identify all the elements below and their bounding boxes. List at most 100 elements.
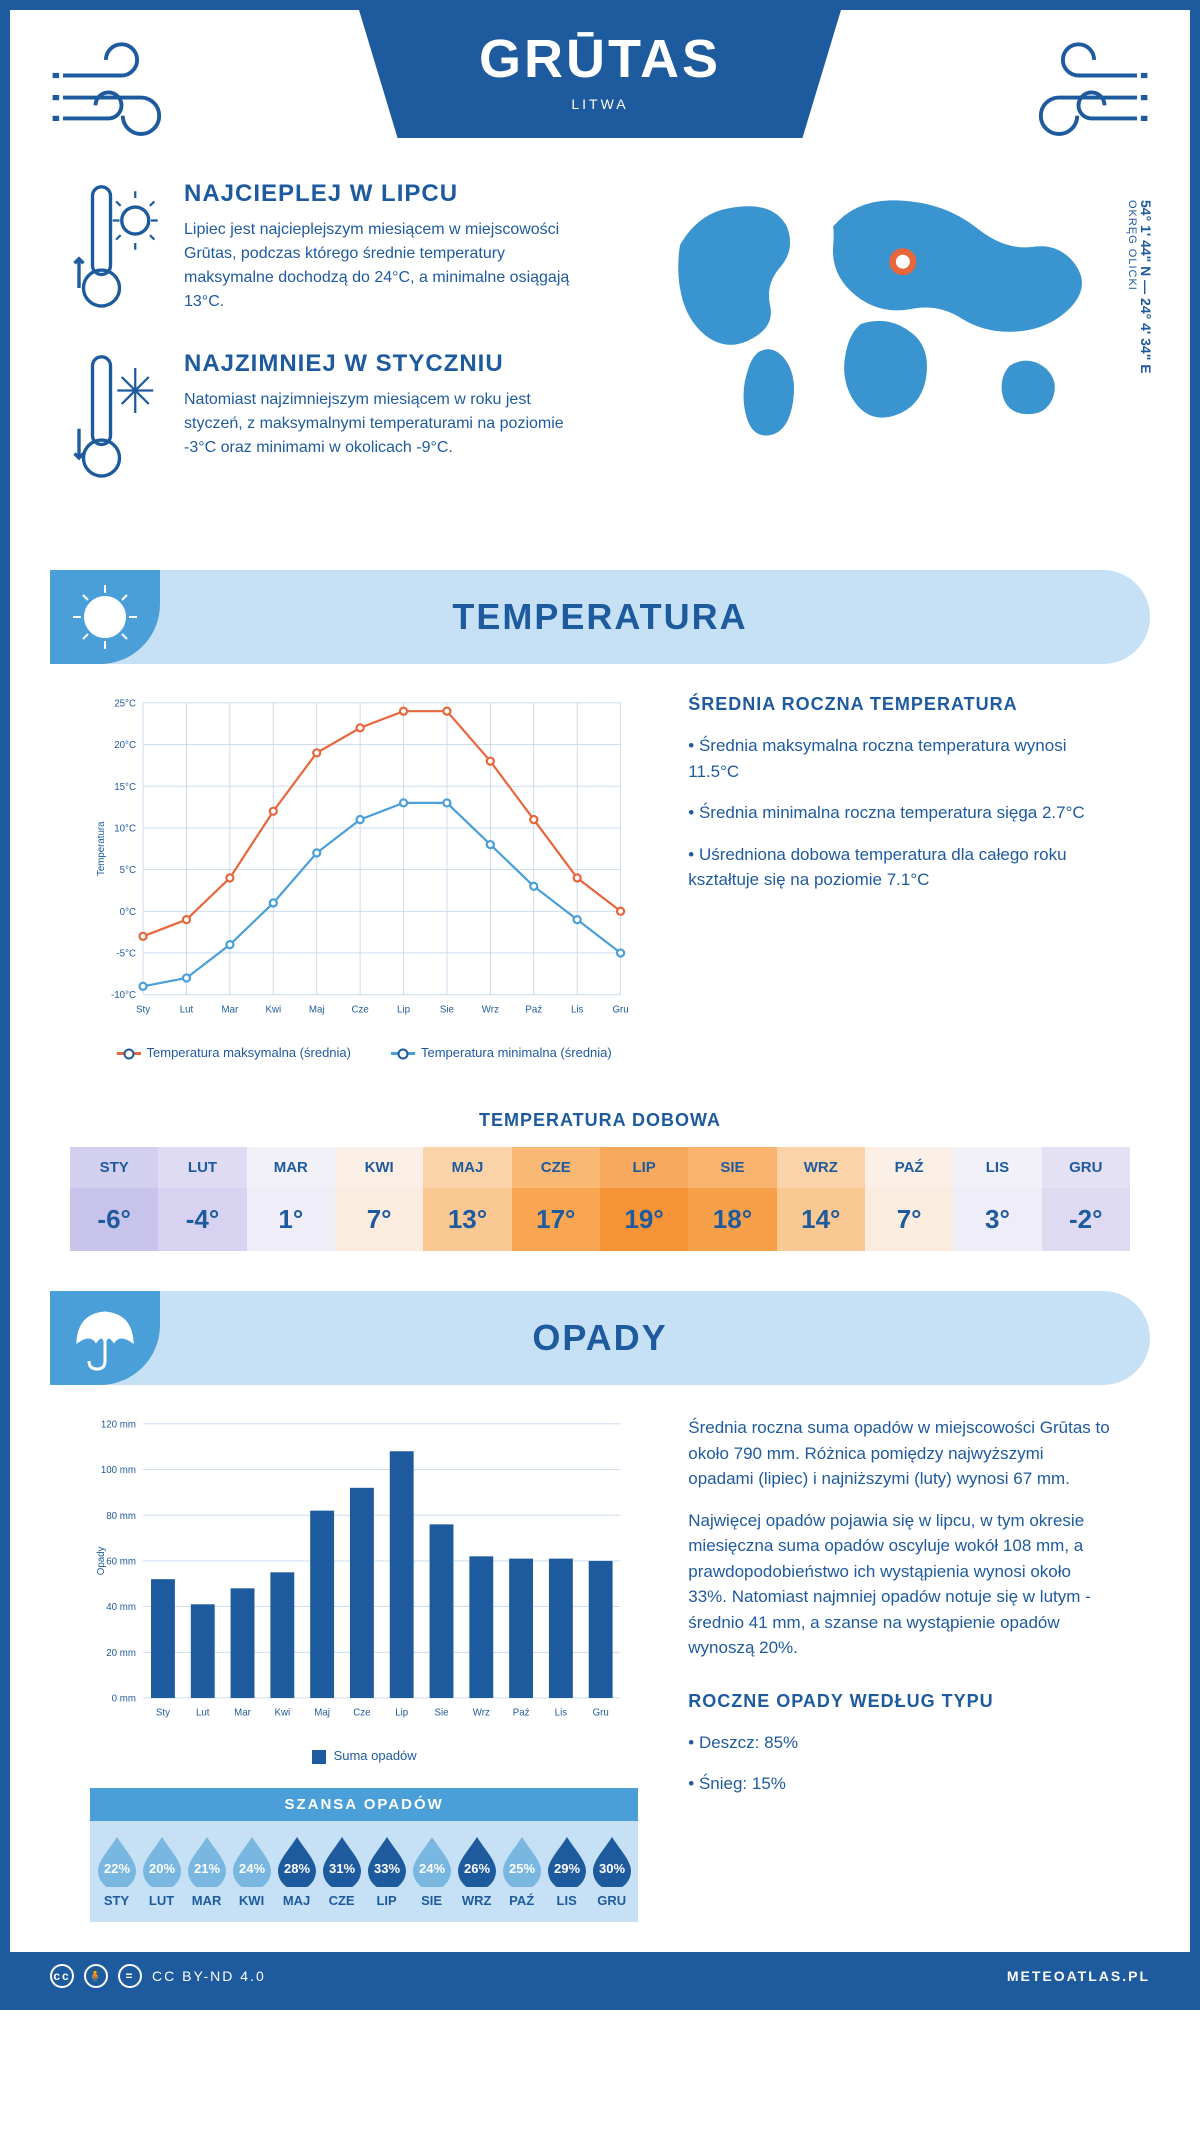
precip-chance-cell: 33%LIP (364, 1835, 409, 1908)
svg-text:0 mm: 0 mm (112, 1694, 136, 1705)
precip-chance-cell: 24%KWI (229, 1835, 274, 1908)
bar-legend: Suma opadów (90, 1748, 638, 1764)
world-map-block: OKRĘG OLICKI 54° 1' 44" N — 24° 4' 34" E (620, 180, 1130, 520)
svg-text:20%: 20% (149, 1861, 175, 1876)
daily-temp-cell: WRZ14° (777, 1147, 865, 1251)
svg-text:Gru: Gru (593, 1708, 609, 1719)
svg-text:22%: 22% (103, 1861, 129, 1876)
svg-text:Maj: Maj (309, 1004, 325, 1015)
svg-text:-10°C: -10°C (111, 990, 136, 1001)
svg-text:24%: 24% (419, 1861, 445, 1876)
location-subtitle: LITWA (479, 96, 721, 112)
precip-body: 0 mm20 mm40 mm60 mm80 mm100 mm120 mmOpad… (10, 1415, 1190, 1952)
svg-text:Wrz: Wrz (473, 1708, 490, 1719)
svg-text:26%: 26% (464, 1861, 490, 1876)
by-icon: 🧍 (84, 1964, 108, 1988)
daily-temp-cell: CZE17° (512, 1147, 600, 1251)
svg-text:Kwi: Kwi (265, 1004, 281, 1015)
footer: cc 🧍 = CC BY-ND 4.0 METEOATLAS.PL (10, 1952, 1190, 2000)
svg-text:100 mm: 100 mm (101, 1465, 136, 1476)
svg-text:Sty: Sty (136, 1004, 150, 1015)
svg-text:Lip: Lip (397, 1004, 410, 1015)
svg-text:20 mm: 20 mm (106, 1648, 136, 1659)
location-title: GRŪTAS (479, 28, 721, 90)
svg-text:Mar: Mar (222, 1004, 240, 1015)
fact-title: NAJZIMNIEJ W STYCZNIU (184, 350, 580, 378)
svg-text:Lis: Lis (555, 1708, 568, 1719)
fact-hottest: NAJCIEPLEJ W LIPCU Lipiec jest najcieple… (70, 180, 580, 320)
svg-text:Paź: Paź (513, 1708, 530, 1719)
daily-temp-cell: LIS3° (953, 1147, 1041, 1251)
daily-temp-cell: PAŹ7° (865, 1147, 953, 1251)
svg-text:Temperatura: Temperatura (96, 821, 107, 876)
world-map-icon (620, 180, 1130, 440)
annual-temp-text: ŚREDNIA ROCZNA TEMPERATURA • Średnia mak… (688, 694, 1110, 1060)
svg-text:Lip: Lip (395, 1708, 408, 1719)
daily-temp-cell: SIE18° (688, 1147, 776, 1251)
wind-icon (50, 10, 180, 140)
svg-text:25°C: 25°C (114, 698, 136, 709)
fact-coldest: NAJZIMNIEJ W STYCZNIU Natomiast najzimni… (70, 350, 580, 490)
fact-text: Lipiec jest najcieplejszym miesiącem w m… (184, 218, 580, 314)
svg-text:Sie: Sie (440, 1004, 454, 1015)
daily-temp-cell: GRU-2° (1042, 1147, 1130, 1251)
section-header-precip: OPADY (50, 1291, 1150, 1385)
svg-text:24%: 24% (239, 1861, 265, 1876)
svg-text:Sie: Sie (434, 1708, 448, 1719)
temperature-body: -10°C-5°C0°C5°C10°C15°C20°C25°CStyLutMar… (10, 694, 1190, 1090)
svg-text:Gru: Gru (612, 1004, 628, 1015)
wind-icon (1020, 10, 1150, 140)
thermometer-cold-icon (70, 350, 160, 490)
svg-text:Opady: Opady (96, 1546, 107, 1575)
svg-text:Maj: Maj (314, 1708, 330, 1719)
precip-text: Średnia roczna suma opadów w miejscowośc… (688, 1415, 1110, 1922)
fact-title: NAJCIEPLEJ W LIPCU (184, 180, 580, 208)
svg-text:-5°C: -5°C (116, 949, 136, 960)
section-header-temperature: TEMPERATURA (50, 570, 1150, 664)
thermometer-hot-icon (70, 180, 160, 320)
title-banner: GRŪTAS LITWA (359, 10, 841, 138)
svg-text:120 mm: 120 mm (101, 1419, 136, 1430)
precip-chance-cell: 26%WRZ (454, 1835, 499, 1908)
svg-text:20°C: 20°C (114, 740, 136, 751)
svg-text:Paź: Paź (525, 1004, 542, 1015)
precip-chance-cell: 25%PAŹ (499, 1835, 544, 1908)
sun-icon (50, 570, 160, 664)
precip-chance-cell: 24%SIE (409, 1835, 454, 1908)
svg-text:Lut: Lut (196, 1708, 210, 1719)
svg-text:Kwi: Kwi (275, 1708, 291, 1719)
precip-chance-cell: 29%LIS (544, 1835, 589, 1908)
intro-section: NAJCIEPLEJ W LIPCU Lipiec jest najcieple… (10, 140, 1190, 550)
temperature-line-chart: -10°C-5°C0°C5°C10°C15°C20°C25°CStyLutMar… (90, 694, 638, 1030)
daily-temp-cell: KWI7° (335, 1147, 423, 1251)
daily-temp-cell: MAJ13° (423, 1147, 511, 1251)
site-name: METEOATLAS.PL (1007, 1968, 1150, 1984)
svg-text:30%: 30% (599, 1861, 625, 1876)
svg-text:5°C: 5°C (120, 865, 136, 876)
precip-chance-cell: 28%MAJ (274, 1835, 319, 1908)
precip-bar-chart: 0 mm20 mm40 mm60 mm80 mm100 mm120 mmOpad… (90, 1415, 638, 1733)
svg-text:21%: 21% (194, 1861, 220, 1876)
svg-text:33%: 33% (374, 1861, 400, 1876)
svg-text:28%: 28% (284, 1861, 310, 1876)
precip-chance-cell: 30%GRU (589, 1835, 634, 1908)
svg-text:Mar: Mar (234, 1708, 252, 1719)
precip-chance-cell: 22%STY (94, 1835, 139, 1908)
svg-text:Lut: Lut (180, 1004, 194, 1015)
fact-text: Natomiast najzimniejszym miesiącem w rok… (184, 388, 580, 460)
svg-text:Wrz: Wrz (482, 1004, 499, 1015)
daily-temp-cell: STY-6° (70, 1147, 158, 1251)
header: GRŪTAS LITWA (10, 10, 1190, 140)
region-label: OKRĘG OLICKI (1126, 200, 1138, 291)
svg-text:25%: 25% (509, 1861, 535, 1876)
svg-text:Lis: Lis (571, 1004, 584, 1015)
cc-icon: cc (50, 1964, 74, 1988)
svg-text:29%: 29% (554, 1861, 580, 1876)
svg-text:Cze: Cze (353, 1708, 370, 1719)
coordinates: 54° 1' 44" N — 24° 4' 34" E (1138, 200, 1154, 374)
svg-text:Cze: Cze (351, 1004, 368, 1015)
svg-text:Sty: Sty (156, 1708, 170, 1719)
license-block: cc 🧍 = CC BY-ND 4.0 (50, 1964, 266, 1988)
svg-text:15°C: 15°C (114, 782, 136, 793)
svg-text:0°C: 0°C (120, 907, 136, 918)
